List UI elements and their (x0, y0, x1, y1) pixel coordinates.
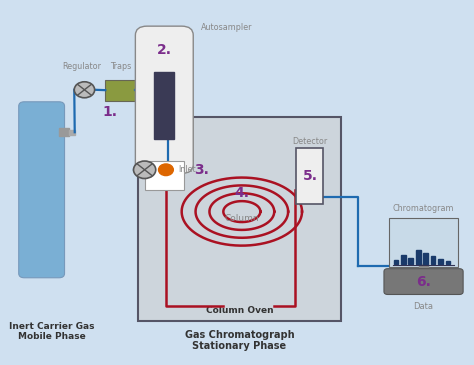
Text: 4.: 4. (234, 187, 249, 200)
Text: 3.: 3. (194, 163, 209, 177)
Text: 1.: 1. (102, 105, 118, 119)
FancyBboxPatch shape (136, 26, 193, 173)
Text: Detector: Detector (292, 137, 328, 146)
FancyBboxPatch shape (384, 269, 463, 295)
Text: Column: Column (225, 214, 259, 223)
Bar (394, 260, 398, 264)
Text: Gas Chromatograph
Stationary Phase: Gas Chromatograph Stationary Phase (185, 330, 294, 351)
Bar (419, 264, 428, 277)
Text: 5.: 5. (302, 169, 318, 183)
Text: Column Oven: Column Oven (206, 306, 273, 315)
Bar (431, 256, 435, 264)
Circle shape (134, 161, 156, 178)
FancyBboxPatch shape (18, 102, 64, 278)
Bar (59, 128, 69, 136)
Bar (409, 258, 413, 264)
FancyBboxPatch shape (145, 161, 184, 190)
FancyBboxPatch shape (389, 218, 458, 267)
Text: Inert Carrier Gas
Mobile Phase: Inert Carrier Gas Mobile Phase (9, 322, 95, 341)
FancyBboxPatch shape (105, 80, 136, 101)
Bar (446, 261, 450, 264)
Text: Traps: Traps (109, 62, 131, 70)
Text: Data: Data (413, 303, 434, 311)
Bar (438, 259, 443, 264)
Circle shape (74, 82, 95, 98)
Text: Regulator: Regulator (63, 62, 101, 70)
Bar (155, 72, 174, 139)
Text: 6.: 6. (416, 276, 431, 289)
Text: 2.: 2. (157, 42, 172, 57)
Bar (423, 253, 428, 264)
Bar (69, 130, 75, 135)
FancyBboxPatch shape (296, 148, 323, 204)
Bar (416, 250, 420, 264)
FancyBboxPatch shape (137, 117, 341, 321)
Circle shape (158, 164, 173, 176)
Text: Chromatogram: Chromatogram (393, 204, 454, 214)
Text: Autosampler: Autosampler (201, 23, 253, 32)
Text: Inlet: Inlet (178, 165, 196, 174)
Bar (401, 255, 406, 264)
